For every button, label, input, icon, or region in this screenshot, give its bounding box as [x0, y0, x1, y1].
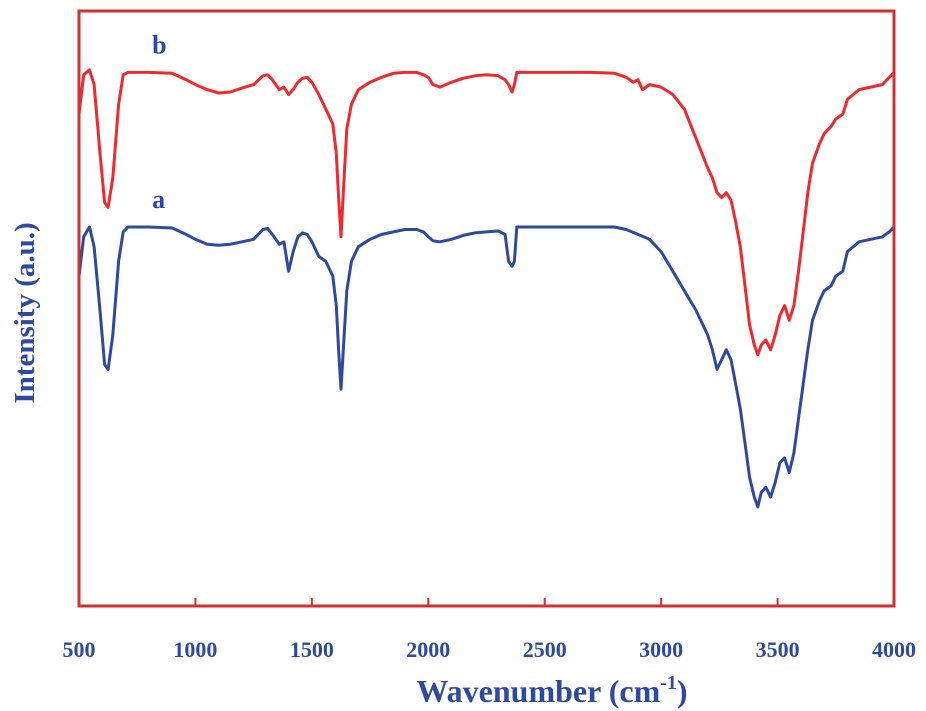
x-tick-label: 3000 — [639, 637, 683, 662]
series-labels: ab — [152, 30, 166, 214]
series-label-b: b — [152, 30, 166, 59]
x-tick-label: 1500 — [290, 637, 334, 662]
series-line-a — [77, 225, 896, 509]
x-axis-ticks: 500 1000 1500 2000 2500 3000 3500 4000 — [63, 598, 916, 662]
x-tick-label: 1000 — [173, 637, 217, 662]
y-axis-title: Intensity (a.u.) — [9, 222, 41, 403]
x-tick-label: 2000 — [406, 637, 450, 662]
x-tick-label: 500 — [63, 637, 96, 662]
x-axis-title-close: ) — [677, 673, 688, 709]
x-tick-label: 3500 — [756, 637, 800, 662]
series-label-a: a — [152, 185, 165, 214]
x-axis-title-main: Wavenumber (cm — [416, 673, 660, 709]
x-axis-title: Wavenumber (cm-1) — [416, 672, 687, 709]
x-tick-label: 4000 — [872, 637, 916, 662]
plot-frame — [77, 9, 896, 608]
x-axis-title-superscript: -1 — [660, 672, 677, 694]
series-line-b — [77, 68, 896, 357]
x-tick-label: 2500 — [523, 637, 567, 662]
plot-area — [77, 68, 896, 509]
